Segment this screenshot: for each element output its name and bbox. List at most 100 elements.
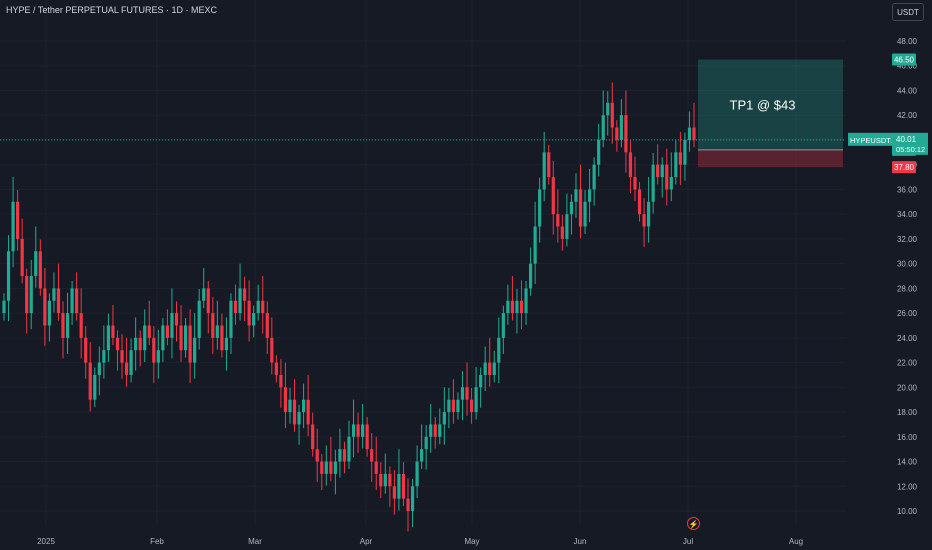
candle[interactable] (188, 325, 192, 363)
candle[interactable] (365, 424, 369, 450)
candle[interactable] (642, 214, 646, 227)
candle[interactable] (261, 300, 265, 314)
candle[interactable] (538, 189, 542, 227)
candle[interactable] (469, 399, 474, 413)
candle[interactable] (633, 177, 637, 190)
candle[interactable] (56, 288, 61, 314)
candle[interactable] (129, 350, 133, 375)
candle[interactable] (637, 189, 642, 215)
loss-zone[interactable] (698, 149, 843, 168)
candle[interactable] (438, 424, 442, 437)
candle[interactable] (65, 313, 70, 338)
candle[interactable] (170, 313, 174, 338)
candle[interactable] (615, 127, 619, 140)
candle[interactable] (138, 337, 142, 351)
candle[interactable] (288, 399, 292, 413)
candle[interactable] (292, 399, 297, 425)
candle[interactable] (597, 139, 601, 165)
candle[interactable] (324, 461, 328, 474)
candle[interactable] (678, 152, 682, 165)
candle[interactable] (606, 102, 610, 116)
candle[interactable] (361, 424, 365, 437)
candle[interactable] (256, 300, 260, 314)
candle[interactable] (342, 449, 347, 462)
candle[interactable] (320, 461, 324, 474)
candle[interactable] (669, 177, 673, 190)
candle[interactable] (75, 288, 79, 314)
candle[interactable] (656, 164, 660, 178)
candle[interactable] (70, 288, 74, 314)
candle[interactable] (193, 337, 197, 363)
candle[interactable] (583, 201, 587, 227)
candle[interactable] (420, 449, 424, 462)
candle[interactable] (247, 300, 251, 326)
candle[interactable] (88, 362, 92, 400)
candle[interactable] (97, 362, 101, 375)
candle[interactable] (442, 412, 446, 425)
lightning-icon[interactable]: ⚡ (687, 517, 700, 530)
candle[interactable] (34, 251, 38, 276)
candle[interactable] (143, 325, 147, 351)
candle[interactable] (560, 226, 564, 239)
candle[interactable] (506, 300, 510, 314)
candle[interactable] (451, 399, 456, 413)
candle[interactable] (465, 387, 469, 400)
candle[interactable] (379, 473, 383, 487)
candle[interactable] (383, 473, 387, 487)
candle[interactable] (297, 412, 301, 425)
candle[interactable] (202, 288, 206, 301)
candle[interactable] (501, 313, 505, 338)
candle[interactable] (315, 449, 319, 462)
candle[interactable] (311, 424, 315, 450)
candle[interactable] (515, 300, 519, 314)
candle[interactable] (460, 387, 465, 400)
candle[interactable] (333, 461, 337, 474)
candle[interactable] (356, 424, 360, 437)
candle[interactable] (147, 325, 151, 338)
candle[interactable] (47, 300, 51, 326)
candle[interactable] (242, 288, 247, 301)
candle[interactable] (152, 337, 156, 363)
candle[interactable] (52, 288, 56, 301)
candle[interactable] (551, 177, 555, 215)
candle[interactable] (265, 313, 269, 338)
candle[interactable] (38, 251, 42, 289)
candle[interactable] (565, 214, 569, 239)
candle[interactable] (651, 164, 655, 202)
candle[interactable] (61, 313, 65, 338)
candle[interactable] (401, 473, 406, 499)
candle[interactable] (124, 362, 129, 375)
candle[interactable] (161, 325, 165, 351)
candle[interactable] (592, 164, 596, 190)
candle[interactable] (406, 498, 410, 511)
candle[interactable] (483, 362, 487, 375)
candle[interactable] (510, 300, 515, 314)
candle[interactable] (134, 337, 138, 351)
candle[interactable] (93, 374, 97, 400)
candle[interactable] (351, 424, 356, 437)
candle[interactable] (120, 350, 124, 363)
candle[interactable] (665, 164, 669, 190)
candle[interactable] (547, 152, 551, 178)
candle[interactable] (674, 152, 678, 178)
candle[interactable] (628, 152, 633, 178)
candle[interactable] (692, 127, 696, 140)
candle[interactable] (197, 300, 201, 338)
candle[interactable] (156, 350, 160, 363)
candle[interactable] (84, 337, 88, 363)
candle[interactable] (519, 300, 524, 314)
candle[interactable] (16, 201, 20, 239)
candle[interactable] (601, 115, 605, 140)
candle[interactable] (279, 374, 283, 388)
candle[interactable] (474, 387, 478, 413)
candle[interactable] (11, 201, 15, 252)
symbol-title[interactable]: HYPE / Tether PERPETUAL FUTURES · 1D · M… (6, 5, 218, 15)
candle[interactable] (174, 313, 179, 326)
candle[interactable] (206, 288, 210, 314)
candle[interactable] (488, 362, 492, 375)
candle[interactable] (224, 337, 229, 351)
candle[interactable] (410, 486, 415, 511)
candle[interactable] (574, 189, 578, 202)
candle[interactable] (338, 449, 342, 462)
candle[interactable] (497, 337, 501, 363)
